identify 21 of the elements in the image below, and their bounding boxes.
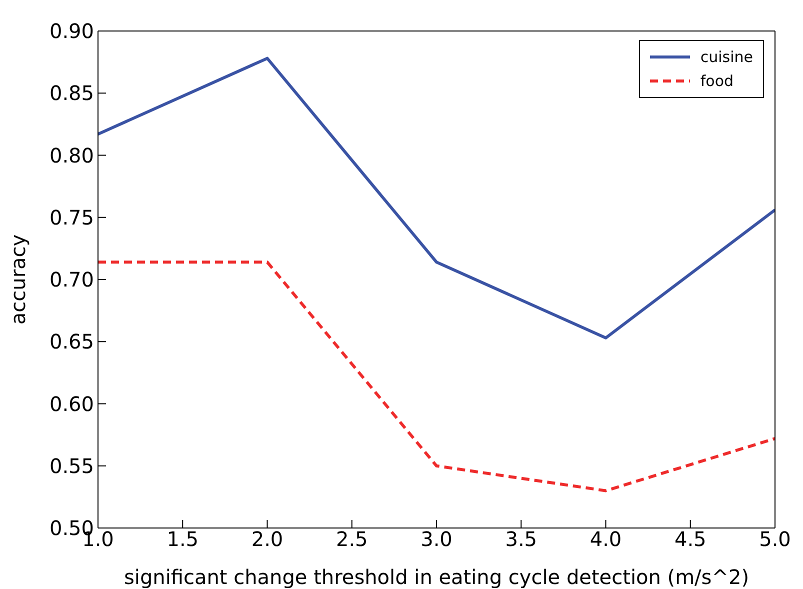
x-tick-label: 3.5 [505, 527, 538, 552]
y-tick-label: 0.80 [49, 143, 94, 168]
legend-label: food [700, 72, 734, 90]
x-tick-label: 2.0 [251, 527, 284, 552]
x-tick-label: 4.5 [674, 527, 706, 552]
line-series [98, 260, 775, 492]
x-tick-label: 3.0 [420, 527, 452, 552]
y-tick-label: 0.85 [49, 81, 94, 106]
y-axis-title: accuracy [6, 234, 30, 325]
y-tick-label: 0.70 [49, 268, 94, 292]
y-tick-label: 0.90 [49, 19, 94, 44]
x-tick-label: 5.0 [759, 527, 791, 552]
x-tick-label: 4.0 [590, 527, 622, 552]
x-axis-title: significant change threshold in eating cycle detection (m/s^2) [124, 565, 749, 589]
legend-label: cuisine [700, 48, 753, 66]
x-tick-label: 1.5 [166, 527, 199, 552]
y-tick-label: 0.55 [49, 454, 94, 478]
y-tick-label: 0.65 [49, 330, 94, 354]
y-tick-label: 0.75 [49, 205, 94, 230]
y-tick-label: 0.60 [49, 392, 94, 416]
x-tick-label: 2.5 [336, 527, 368, 552]
